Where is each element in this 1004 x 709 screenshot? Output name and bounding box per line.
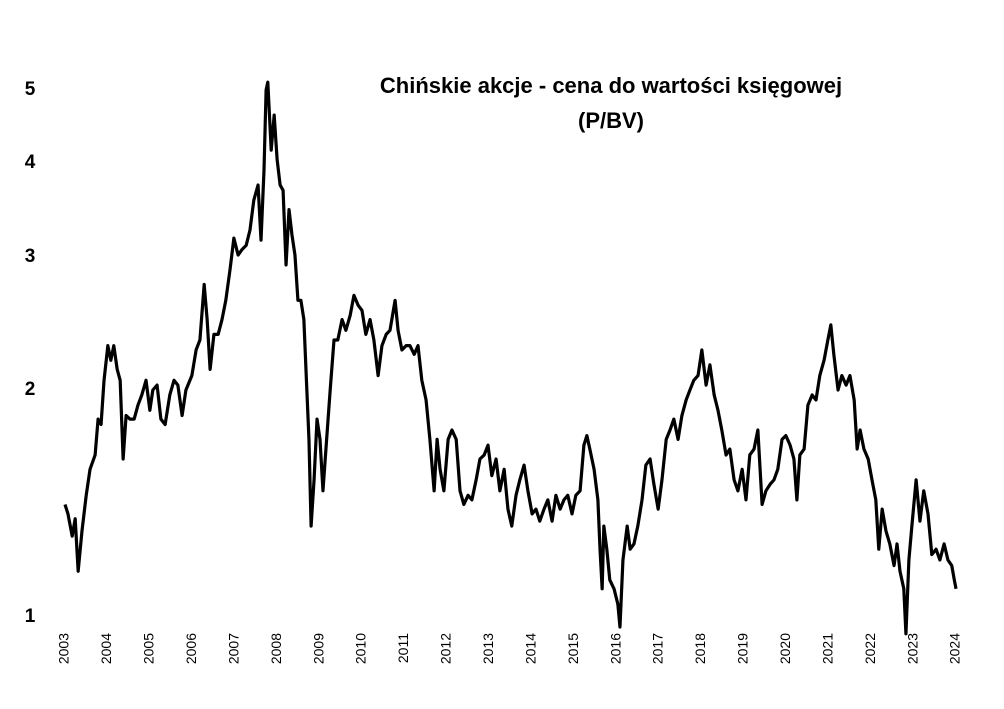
x-tick-label: 2010 <box>353 633 369 664</box>
x-tick-label: 2015 <box>565 633 581 664</box>
x-tick-label: 2007 <box>225 633 241 664</box>
x-tick-label: 2011 <box>395 633 411 663</box>
x-tick-label: 2022 <box>862 633 878 664</box>
x-tick-label: 2019 <box>735 633 751 664</box>
y-tick-label: 5 <box>25 79 36 100</box>
x-tick-label: 2014 <box>522 633 538 664</box>
y-tick-label: 1 <box>25 606 36 627</box>
x-tick-label: 2013 <box>480 633 496 664</box>
x-tick-label: 2024 <box>947 633 963 664</box>
y-tick-label: 2 <box>25 379 36 400</box>
x-tick-label: 2005 <box>141 633 157 664</box>
x-tick-label: 2021 <box>819 633 835 664</box>
data-line <box>63 80 958 636</box>
chart-title: Chińskie akcje - cena do wartości księgo… <box>380 73 842 98</box>
y-tick-label: 4 <box>25 152 36 173</box>
x-tick-label: 2003 <box>56 633 72 664</box>
x-tick-label: 2009 <box>310 633 326 664</box>
y-tick-label: 3 <box>25 246 36 267</box>
x-tick-label: 2004 <box>98 633 114 664</box>
x-tick-label: 2006 <box>183 633 199 664</box>
x-tick-label: 2016 <box>607 633 623 664</box>
x-tick-label: 2017 <box>650 633 666 664</box>
x-tick-label: 2012 <box>438 633 454 664</box>
chart-title: (P/BV) <box>578 108 644 133</box>
x-tick-label: 2020 <box>777 633 793 664</box>
x-tick-label: 2023 <box>904 633 920 664</box>
x-tick-label: 2008 <box>268 633 284 664</box>
x-tick-label: 2018 <box>692 633 708 664</box>
